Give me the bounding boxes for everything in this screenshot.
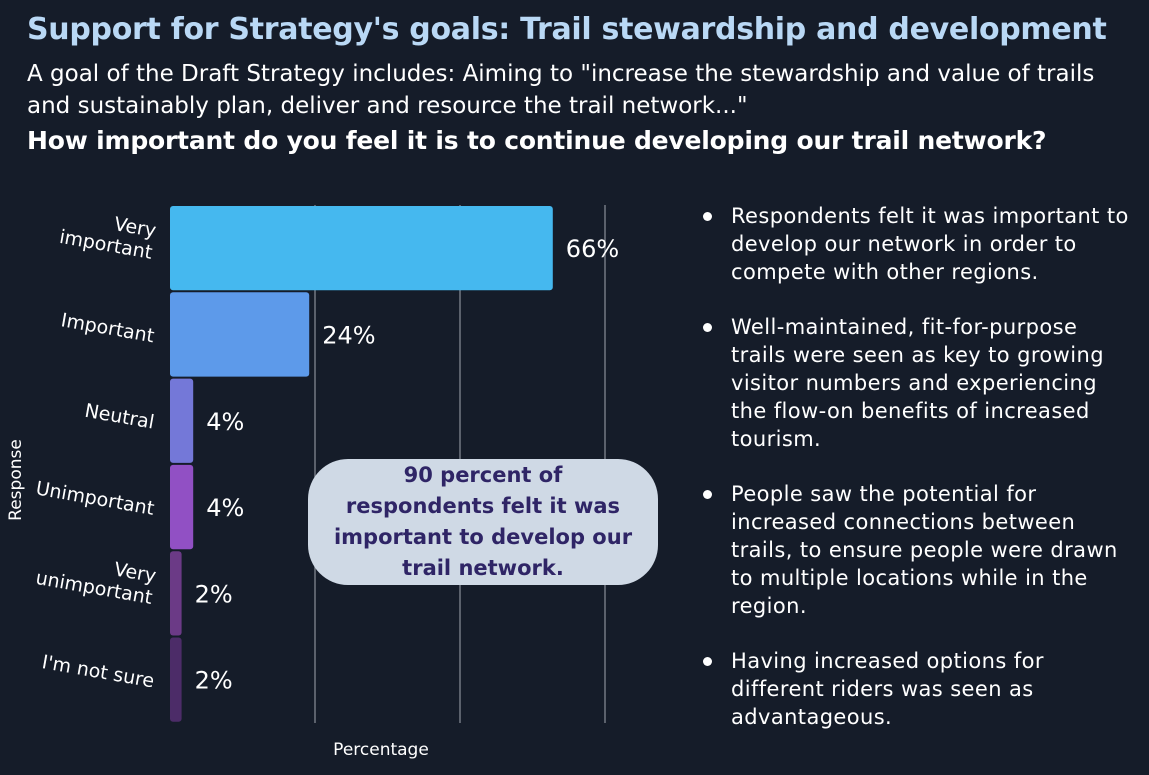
y-axis-title: Response — [6, 439, 26, 521]
value-label: 24% — [322, 321, 375, 349]
category-label: Unimportant — [34, 477, 156, 519]
category-label-line: Important — [59, 309, 156, 347]
bullet-icon — [703, 323, 712, 332]
value-label: 2% — [195, 580, 233, 608]
bullet-icon — [703, 212, 712, 221]
bar — [170, 206, 553, 291]
callout-box: 90 percent of respondents felt it was im… — [308, 459, 658, 585]
x-axis-title: Percentage — [333, 740, 429, 760]
finding-item: People saw the potential for increased c… — [703, 480, 1133, 620]
bullet-icon — [703, 490, 712, 499]
callout-text: 90 percent of respondents felt it was im… — [333, 463, 633, 580]
value-label: 4% — [206, 408, 244, 436]
finding-text: Respondents felt it was important to dev… — [731, 204, 1129, 284]
survey-question: How important do you feel it is to conti… — [27, 126, 1047, 155]
category-label-line: I'm not sure — [40, 651, 156, 692]
bar — [170, 464, 194, 550]
value-label: 66% — [566, 235, 619, 263]
findings-list: Respondents felt it was important to dev… — [703, 202, 1133, 758]
value-label: 4% — [206, 494, 244, 522]
bar — [170, 292, 310, 377]
finding-text: Well-maintained, fit-for-purpose trails … — [731, 315, 1104, 451]
bar — [170, 378, 194, 463]
finding-item: Having increased options for different r… — [703, 647, 1133, 731]
category-label: Veryunimportant — [34, 545, 158, 609]
category-label-line: Unimportant — [34, 477, 156, 519]
category-label: I'm not sure — [40, 651, 156, 692]
category-label-line: Neutral — [83, 400, 156, 434]
finding-item: Respondents felt it was important to dev… — [703, 202, 1133, 286]
finding-text: People saw the potential for increased c… — [731, 482, 1118, 618]
category-label: Veryimportant — [58, 204, 158, 264]
intro-text: A goal of the Draft Strategy includes: A… — [27, 61, 1095, 119]
page-title: Support for Strategy's goals: Trail stew… — [27, 12, 1107, 47]
finding-text: Having increased options for different r… — [731, 649, 1044, 729]
category-label: Neutral — [83, 400, 156, 434]
bullet-icon — [703, 657, 712, 666]
bar-chart: 66% Veryimportant 24% Important 4% Neutral 4% U… — [6, 204, 619, 760]
bar — [170, 637, 182, 722]
value-label: 2% — [195, 667, 233, 695]
finding-item: Well-maintained, fit-for-purpose trails … — [703, 313, 1133, 453]
category-label: Important — [59, 309, 156, 347]
bar — [170, 551, 182, 636]
